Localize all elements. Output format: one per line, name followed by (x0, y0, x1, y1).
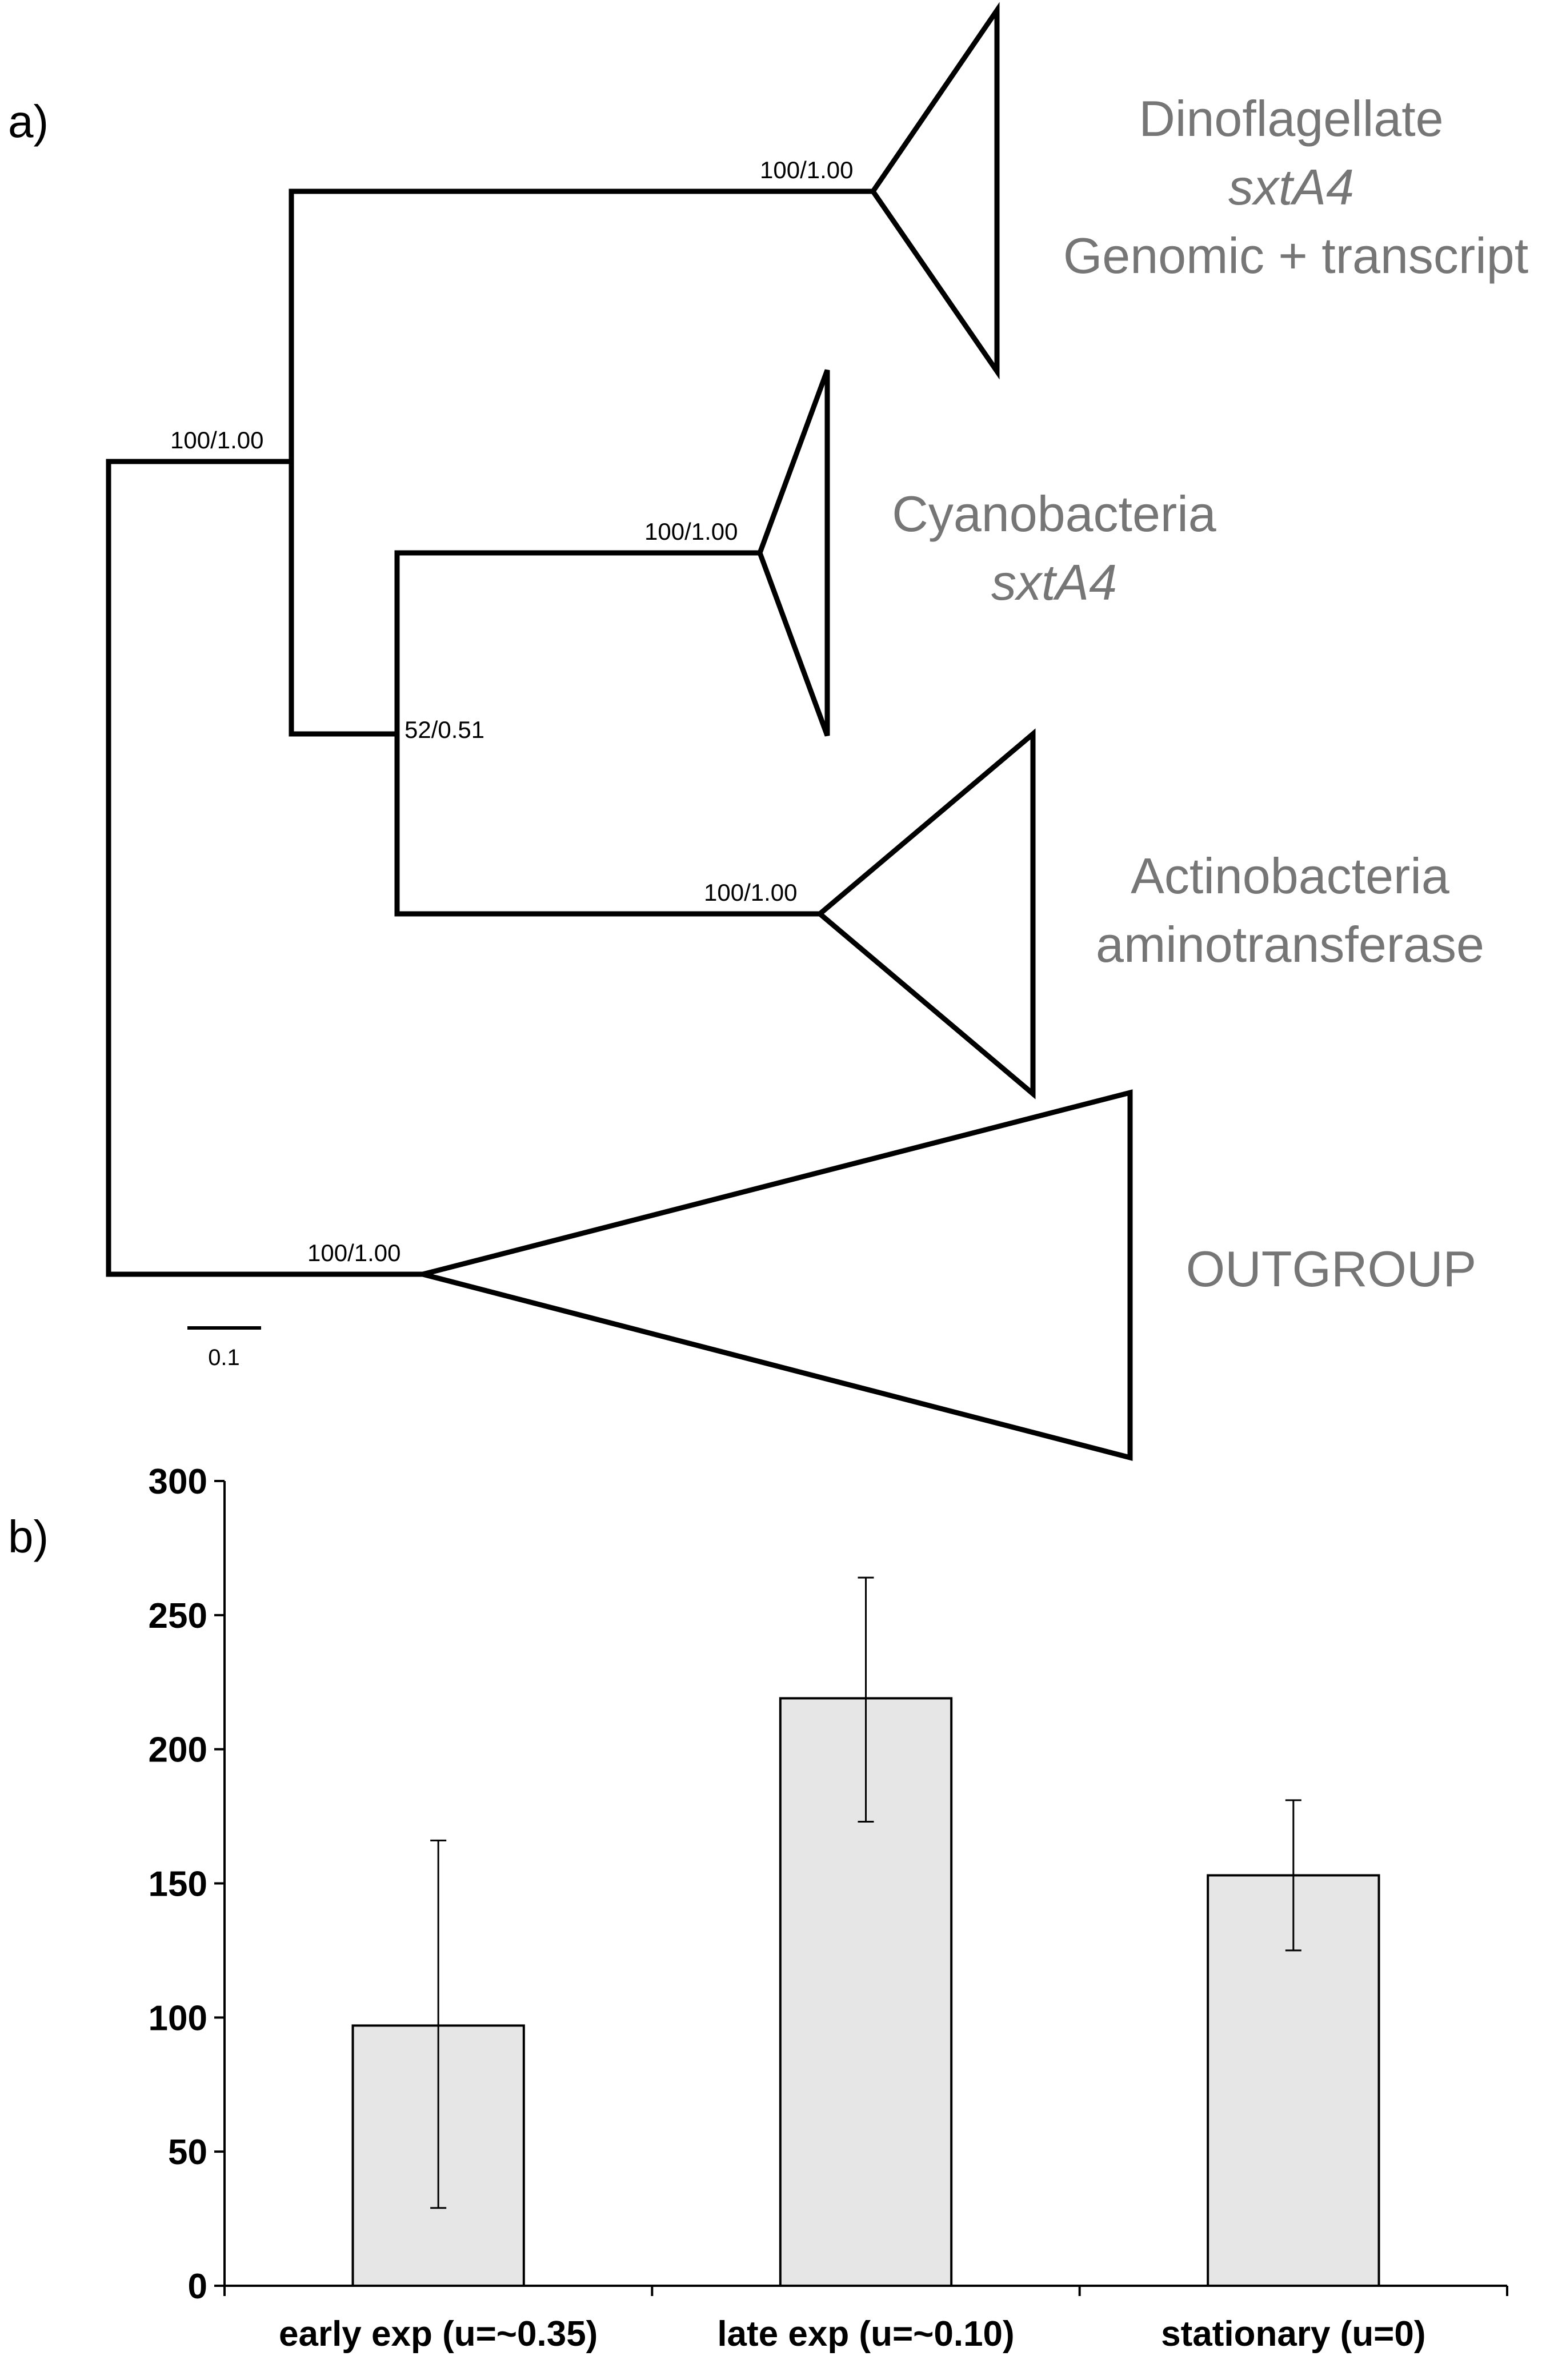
y-axis-ticks: 0 50 100 150 200 250 300 (149, 1462, 225, 2306)
actinobacteria-branch (394, 731, 823, 917)
support-value-cyanobacteria: 100/1.00 (644, 518, 738, 545)
cyanobacteria-gene-label: sxtA4 (991, 554, 1117, 611)
dinoflagellate-clade-triangle (870, 2, 1000, 380)
x-axis-category-labels: early exp (u=~0.35) late exp (u=~0.10) sta… (279, 2314, 1426, 2354)
support-value-actinobacteria: 100/1.00 (704, 879, 798, 906)
actinobacteria-label: Actinobacteria (1131, 848, 1449, 904)
scale-bar: 0.1 (187, 1326, 261, 1370)
y-tick-label: 100 (149, 1998, 207, 2038)
dinoflagellate-source-label: Genomic + transcript (1063, 227, 1528, 284)
x-category-label: early exp (u=~0.35) (279, 2314, 598, 2354)
panel-b-label: b) (8, 1511, 49, 1562)
clade-triangles (422, 2, 1133, 1461)
outgroup-label: OUTGROUP (1186, 1241, 1476, 1297)
x-category-label: late exp (u=~0.10) (717, 2314, 1014, 2354)
dinoflagellate-label: Dinoflagellate (1139, 90, 1443, 147)
dinoflagellate-gene-label: sxtA4 (1228, 159, 1354, 215)
bar-chart-plot: 0 50 100 150 200 250 300 early exp (u=~0.35) la… (149, 1462, 1508, 2354)
inner-node-branch (289, 188, 400, 737)
cyanobacteria-label: Cyanobacteria (892, 485, 1216, 542)
outgroup-clade-triangle (422, 1089, 1133, 1461)
actinobacteria-gene-label: aminotransferase (1096, 916, 1484, 973)
support-value-inner-node: 52/0.51 (404, 716, 484, 743)
y-tick-label: 0 (188, 2267, 207, 2306)
x-category-label: stationary (u=0) (1161, 2314, 1425, 2354)
error-bars (430, 1576, 1301, 2209)
actinobacteria-clade-triangle (816, 728, 1036, 1099)
cyanobacteria-branch (394, 550, 763, 737)
y-tick-label: 300 (149, 1462, 207, 1502)
y-tick-label: 50 (168, 2133, 207, 2172)
support-value-dinoflagellate: 100/1.00 (760, 156, 854, 183)
root-branch (106, 188, 294, 464)
tree-branches (106, 188, 876, 1277)
clade-labels: Dinoflagellate sxtA4 Genomic + transcrip… (892, 90, 1528, 1297)
y-tick-label: 150 (149, 1865, 207, 1904)
panel-a-label: a) (8, 96, 49, 147)
cyanobacteria-clade-triangle (757, 369, 830, 737)
panel-b-bar-chart: b) 0 50 100 150 200 250 300 early exp (u=~0.35… (8, 1462, 1508, 2354)
y-tick-label: 200 (149, 1731, 207, 1770)
scale-bar-label: 0.1 (208, 1345, 240, 1370)
root-to-outgroup-branch (106, 459, 426, 1277)
panel-a-phylogenetic-tree: a) 100/1.00 100/1.00 52/0.51 100/1.00 10… (8, 2, 1528, 1461)
support-value-root: 100/1.00 (170, 427, 264, 453)
x-axis-ticks (223, 2286, 1508, 2296)
y-tick-label: 250 (149, 1596, 207, 1636)
support-value-outgroup: 100/1.00 (307, 1239, 401, 1266)
support-values: 100/1.00 100/1.00 52/0.51 100/1.00 100/1… (170, 156, 854, 1266)
